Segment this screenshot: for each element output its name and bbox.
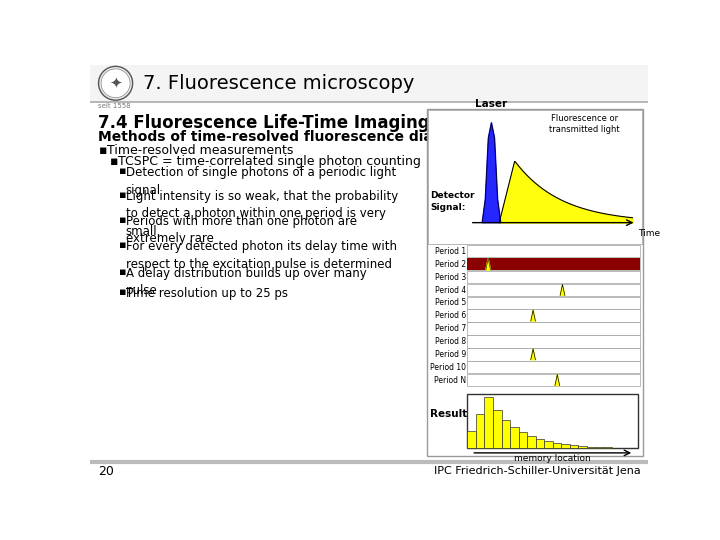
- Text: ▪: ▪: [110, 155, 119, 168]
- Bar: [467, 348, 640, 361]
- Bar: [485, 397, 493, 448]
- Text: ▪: ▪: [119, 267, 126, 276]
- Bar: [502, 420, 510, 448]
- Bar: [578, 446, 587, 448]
- Polygon shape: [531, 349, 536, 360]
- Bar: [527, 436, 536, 448]
- Text: Methods of time-resolved fluorescence diagnostics: Methods of time-resolved fluorescence di…: [98, 130, 498, 144]
- Text: Period 7: Period 7: [435, 324, 466, 333]
- Text: Period 10: Period 10: [430, 363, 466, 372]
- Text: For every detected photon its delay time with
respect to the excitation pulse is: For every detected photon its delay time…: [126, 240, 397, 271]
- Bar: [467, 374, 640, 386]
- Text: Period 9: Period 9: [435, 350, 466, 359]
- Circle shape: [101, 69, 130, 98]
- Text: Laser: Laser: [475, 99, 508, 109]
- Text: A delay distribution builds up over many
pulse: A delay distribution builds up over many…: [126, 267, 366, 297]
- Bar: [467, 309, 640, 322]
- Text: Detector
Signal:: Detector Signal:: [431, 192, 474, 212]
- Text: ▪: ▪: [119, 215, 126, 225]
- Text: 7.4 Fluorescence Life-Time Imaging Microscopy (FLIM): 7.4 Fluorescence Life-Time Imaging Micro…: [98, 114, 606, 132]
- Text: Period 8: Period 8: [435, 337, 466, 346]
- Bar: [467, 394, 638, 448]
- Text: 7. Fluorescence microscopy: 7. Fluorescence microscopy: [143, 74, 414, 93]
- Bar: [467, 258, 640, 271]
- Bar: [518, 432, 527, 448]
- Bar: [467, 322, 640, 335]
- Polygon shape: [531, 310, 536, 321]
- Bar: [536, 439, 544, 448]
- Polygon shape: [560, 285, 564, 295]
- Text: Time-resolved measurements: Time-resolved measurements: [107, 144, 294, 157]
- Text: Result: Result: [431, 409, 467, 419]
- Bar: [595, 447, 604, 448]
- Bar: [427, 110, 642, 456]
- Polygon shape: [482, 123, 500, 222]
- Text: Detection of single photons of a periodic light
signal: Detection of single photons of a periodi…: [126, 166, 396, 197]
- Bar: [467, 361, 640, 373]
- Text: memory location: memory location: [514, 454, 591, 463]
- Text: Period 5: Period 5: [435, 299, 466, 307]
- Bar: [467, 245, 640, 258]
- Text: ▪: ▪: [119, 240, 126, 251]
- Bar: [467, 284, 640, 296]
- Bar: [570, 446, 578, 448]
- Text: ▪: ▪: [119, 190, 126, 200]
- Polygon shape: [486, 259, 490, 270]
- Bar: [90, 65, 648, 101]
- Bar: [467, 335, 640, 348]
- Polygon shape: [555, 375, 559, 386]
- Text: Periods with more than one photon are
extremely rare: Periods with more than one photon are ex…: [126, 215, 356, 246]
- Bar: [544, 441, 553, 448]
- Text: TCSPC = time-correlated single photon counting: TCSPC = time-correlated single photon co…: [118, 155, 420, 168]
- Text: Period 6: Period 6: [435, 312, 466, 320]
- Bar: [467, 296, 640, 309]
- Text: ✦: ✦: [109, 76, 122, 91]
- Text: Period 3: Period 3: [435, 273, 466, 282]
- Text: Time resolution up to 25 ps: Time resolution up to 25 ps: [126, 287, 288, 300]
- Text: Light intensity is so weak, that the probability
to detect a photon within one p: Light intensity is so weak, that the pro…: [126, 190, 398, 238]
- Text: Period N: Period N: [433, 376, 466, 384]
- Bar: [587, 447, 595, 448]
- Text: Fluorescence or
transmitted light: Fluorescence or transmitted light: [549, 114, 620, 134]
- Text: ▪: ▪: [99, 144, 108, 157]
- Bar: [467, 258, 640, 271]
- Text: 20: 20: [98, 465, 114, 478]
- Bar: [467, 431, 476, 448]
- Text: Period 1: Period 1: [435, 247, 466, 256]
- Text: ▪: ▪: [119, 287, 126, 296]
- Bar: [428, 110, 642, 244]
- Text: Period 4: Period 4: [435, 286, 466, 294]
- Bar: [561, 444, 570, 448]
- Text: Period 2: Period 2: [435, 260, 466, 269]
- Text: Time: Time: [638, 229, 660, 238]
- Circle shape: [99, 66, 132, 100]
- Bar: [467, 271, 640, 284]
- Bar: [493, 410, 502, 448]
- Bar: [553, 443, 561, 448]
- Bar: [476, 414, 485, 448]
- Bar: [510, 427, 518, 448]
- Text: IPC Friedrich-Schiller-Universität Jena: IPC Friedrich-Schiller-Universität Jena: [433, 467, 640, 476]
- Bar: [604, 447, 612, 448]
- Text: seit 1558: seit 1558: [98, 103, 130, 109]
- Text: ▪: ▪: [119, 166, 126, 177]
